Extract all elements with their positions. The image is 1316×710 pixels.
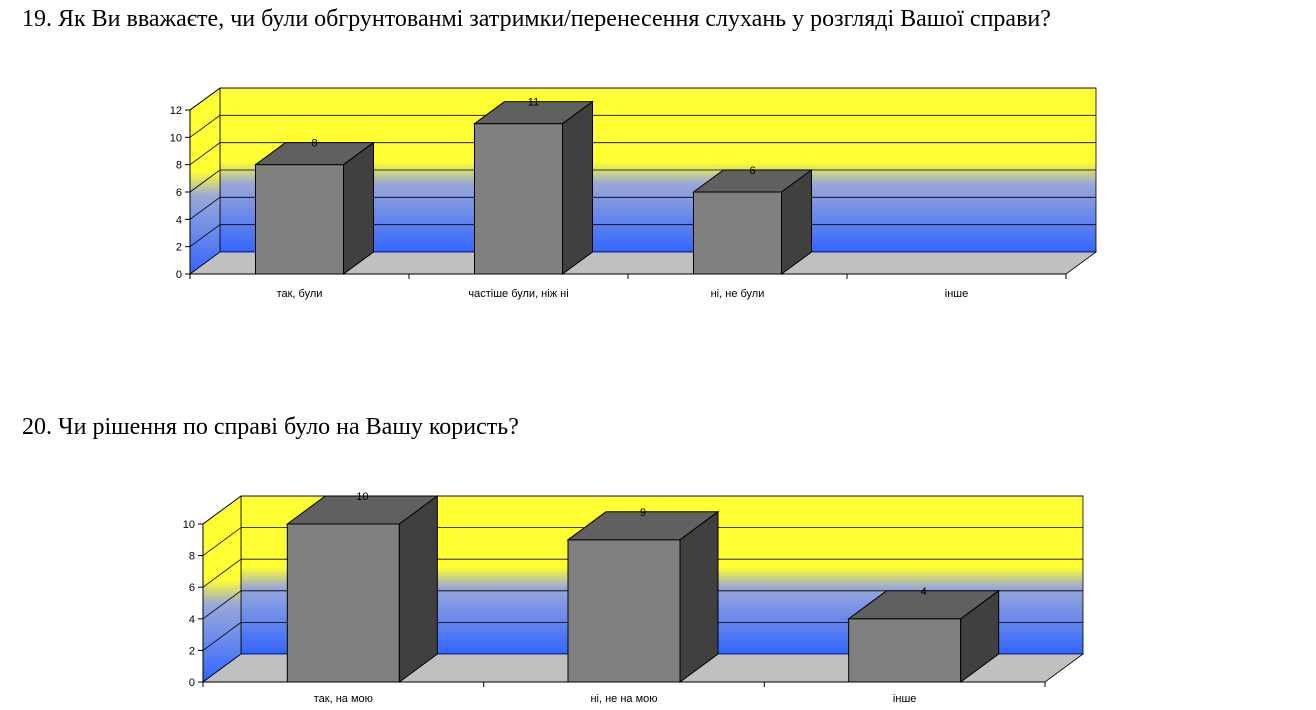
gridline (189, 142, 1096, 165)
chart-q20: 0 2 4 6 8 10 так, на мою 10 ні, не на мою 9 інше 4 (183, 491, 1085, 705)
chart-q19: 0 2 4 6 8 10 12 так, були 8 частіше були, ніж ні 1… (170, 87, 1098, 300)
bar-value-label: 4 (921, 586, 927, 598)
x-category-label: ні, не на мою (590, 693, 657, 705)
gridline (202, 590, 1083, 620)
gridline (189, 87, 1096, 111)
y-tick-label: 0 (176, 269, 182, 281)
question-20-title: 20. Чи рішення по справі було на Вашу ко… (22, 414, 519, 440)
x-category-label: інше (945, 288, 968, 300)
bar-side (398, 495, 438, 683)
bar-front (567, 539, 681, 683)
gridline (202, 621, 1083, 651)
x-category-label: так, на мою (314, 693, 373, 705)
bar-front (848, 618, 962, 683)
x-category-label: ні, не були (711, 288, 765, 300)
bar-front (474, 123, 563, 275)
bar-front (693, 191, 782, 275)
x-category-label: так, були (277, 288, 323, 300)
bar (691, 169, 814, 275)
question-19-title: 19. Як Ви вважаєте, чи були обгрунтованм… (22, 6, 1051, 32)
chart-side-wall (202, 495, 242, 683)
bar-value-label: 10 (356, 491, 368, 503)
bar-side (343, 141, 374, 275)
bar-front (286, 523, 400, 683)
y-tick-label: 4 (189, 614, 195, 626)
gridline (202, 527, 1083, 556)
bar-value-label: 8 (311, 138, 317, 150)
y-tick-label: 6 (189, 582, 195, 594)
y-tick-label: 8 (189, 551, 195, 563)
y-tick-label: 2 (189, 645, 195, 657)
x-category-label: інше (893, 693, 916, 705)
bar (472, 100, 595, 275)
bar-side (960, 589, 1000, 683)
bar (847, 589, 1001, 683)
bar-side (781, 169, 812, 275)
y-tick-label: 6 (176, 187, 182, 199)
y-tick-label: 0 (189, 677, 195, 689)
bar-front (255, 164, 344, 275)
gridline (189, 114, 1096, 138)
x-category-label: частіше були, ніж ні (468, 288, 568, 300)
y-tick-label: 4 (176, 214, 182, 226)
y-tick-label: 8 (176, 160, 182, 172)
bar-value-label: 11 (528, 97, 539, 109)
bar-side (679, 510, 719, 683)
gridline (202, 495, 1083, 525)
y-tick-label: 10 (183, 519, 195, 531)
bar-value-label: 6 (749, 165, 755, 177)
y-tick-label: 10 (170, 132, 182, 144)
y-tick-label: 12 (170, 105, 182, 117)
bar (253, 141, 376, 275)
bar (285, 495, 439, 683)
y-tick-label: 2 (176, 242, 182, 254)
gridline (202, 558, 1083, 588)
bar (566, 510, 720, 683)
bar-side (562, 100, 593, 275)
bar-value-label: 9 (640, 507, 646, 519)
